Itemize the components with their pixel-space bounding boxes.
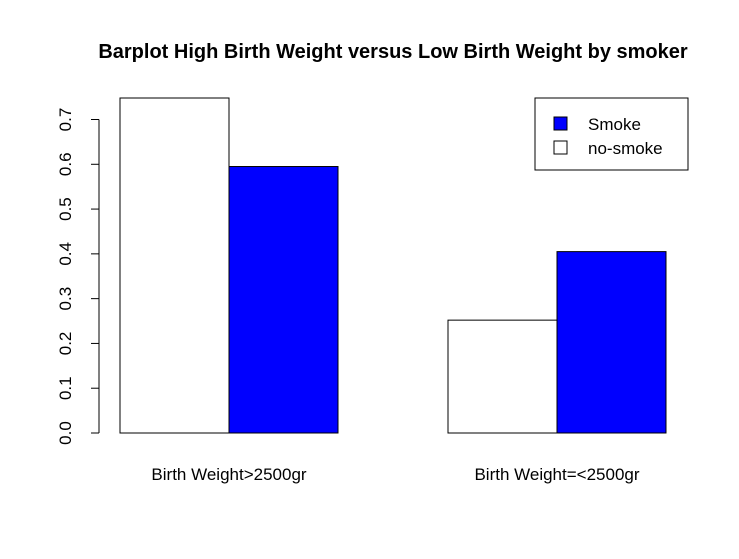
legend-swatch	[553, 116, 568, 131]
y-tick-label: 0.3	[56, 287, 75, 311]
y-tick-label: 0.1	[56, 376, 75, 400]
y-tick-label: 0.4	[56, 242, 75, 266]
category-label: Birth Weight>2500gr	[151, 465, 306, 484]
y-tick-label: 0.6	[56, 152, 75, 176]
category-label: Birth Weight=<2500gr	[474, 465, 639, 484]
legend-label: no-smoke	[588, 139, 663, 158]
bar-Smoke-1	[556, 251, 667, 434]
bar-no-smoke-1	[447, 319, 558, 434]
y-tick-label: 0.5	[56, 197, 75, 221]
bar-Smoke-0	[228, 166, 339, 434]
bar-no-smoke-0	[119, 97, 230, 434]
y-tick-label: 0.2	[56, 332, 75, 356]
y-tick-label: 0.0	[56, 421, 75, 445]
y-tick-label: 0.7	[56, 108, 75, 132]
legend-swatch	[553, 140, 568, 155]
category-labels: Birth Weight>2500gr Birth Weight=<2500gr	[151, 465, 639, 484]
chart-title: Barplot High Birth Weight versus Low Bir…	[98, 41, 688, 63]
y-axis: 0.0 0.1 0.2 0.3 0.4 0.5 0.6 0.7	[56, 108, 100, 445]
legend: Smoke no-smoke	[534, 97, 689, 171]
bars	[119, 97, 667, 434]
legend-box	[534, 97, 689, 171]
legend-label: Smoke	[588, 115, 641, 134]
